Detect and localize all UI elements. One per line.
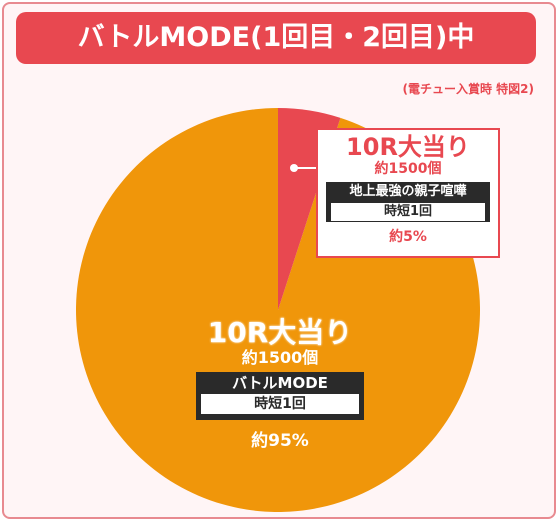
small-slice-sub: 約1500個 (374, 161, 442, 177)
small-slice-mode: 地上最強の親子喧嘩 (349, 184, 467, 199)
large-slice-percent: 約95% (251, 431, 309, 451)
leader-dot (290, 164, 298, 172)
large-slice-sub: 約1500個 (241, 348, 319, 367)
small-slice-mode-box: 地上最強の親子喧嘩 時短1回 (326, 182, 490, 222)
small-slice-label-box: 10R大当り 約1500個 地上最強の親子喧嘩 時短1回 約5% (316, 128, 500, 258)
large-slice-mode-box: バトルMODE 時短1回 (196, 372, 364, 420)
small-slice-head: 10R大当り (346, 133, 470, 161)
large-slice-label: 10R大当り 約1500個 (190, 318, 370, 368)
small-slice-percent: 約5% (389, 229, 427, 245)
small-slice-result: 時短1回 (330, 202, 486, 222)
large-slice-mode: バトルMODE (232, 374, 328, 392)
chart-note: (電チュー入賞時 特図2) (402, 82, 535, 96)
chart-title: バトルMODE(1回目・2回目)中 (16, 12, 536, 64)
large-slice-result: 時短1回 (201, 394, 359, 414)
large-slice-head: 10R大当り (207, 316, 353, 349)
